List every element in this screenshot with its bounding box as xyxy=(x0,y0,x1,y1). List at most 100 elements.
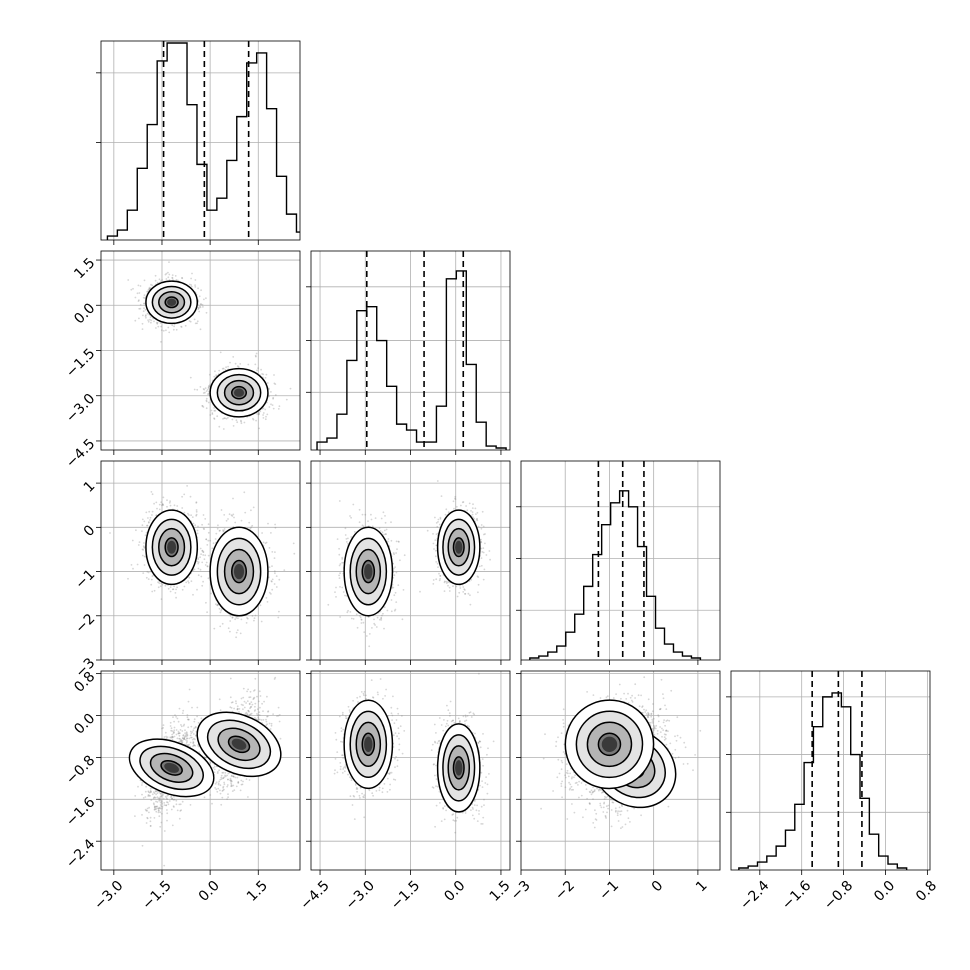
sample-point xyxy=(162,504,165,506)
sample-point xyxy=(157,586,160,589)
sample-point xyxy=(255,419,257,422)
sample-point xyxy=(186,485,189,487)
sample-point xyxy=(230,514,233,517)
sample-point xyxy=(270,403,272,406)
sample-point xyxy=(141,554,144,557)
sample-point xyxy=(183,585,186,588)
sample-point xyxy=(188,283,191,286)
sample-point xyxy=(197,567,200,570)
sample-point xyxy=(199,556,202,559)
sample-point xyxy=(218,607,221,610)
sample-point xyxy=(346,611,349,614)
sample-point xyxy=(266,601,269,603)
sample-point xyxy=(187,580,190,582)
sample-point xyxy=(219,611,222,614)
y-tick-label: −1 xyxy=(72,567,98,593)
sample-point xyxy=(454,497,456,500)
sample-point xyxy=(237,617,239,620)
sample-point xyxy=(383,533,385,536)
sample-point xyxy=(214,409,217,412)
sample-point xyxy=(144,297,146,299)
sample-point xyxy=(188,514,190,516)
sample-point xyxy=(403,554,406,557)
sample-point xyxy=(361,524,364,527)
sample-point xyxy=(338,547,340,550)
sample-point xyxy=(142,314,144,317)
sample-point xyxy=(196,320,199,323)
sample-point xyxy=(466,509,469,512)
sample-point xyxy=(158,503,161,506)
sample-point xyxy=(205,390,208,392)
sample-point xyxy=(142,572,145,574)
sample-point xyxy=(229,630,231,633)
sample-point xyxy=(249,527,252,530)
contour-line xyxy=(158,527,186,567)
sample-point xyxy=(386,609,389,612)
sample-point xyxy=(275,575,278,577)
sample-point xyxy=(168,501,171,504)
sample-point xyxy=(181,495,184,498)
sample-point xyxy=(139,304,142,306)
sample-point xyxy=(145,576,148,579)
sample-point xyxy=(199,303,202,306)
sample-point xyxy=(154,274,157,277)
sample-point xyxy=(184,324,187,327)
y-tick-label: −4.5 xyxy=(63,436,98,471)
sample-point xyxy=(149,516,152,519)
sample-point xyxy=(141,530,143,533)
contour-core xyxy=(233,563,245,580)
sample-point xyxy=(202,551,205,553)
sample-point xyxy=(160,341,162,343)
sample-point xyxy=(197,558,200,561)
contour-line xyxy=(158,290,186,314)
sample-point xyxy=(143,520,146,523)
sample-point xyxy=(462,591,465,593)
sample-point xyxy=(191,272,193,275)
sample-point xyxy=(201,561,204,564)
sample-point xyxy=(268,566,271,569)
sample-point xyxy=(460,504,462,507)
sample-point xyxy=(158,278,161,281)
sample-point xyxy=(201,523,204,526)
sample-point xyxy=(195,509,198,511)
sample-point xyxy=(480,557,483,559)
sample-point xyxy=(207,392,210,395)
sample-point xyxy=(164,584,167,587)
sample-point xyxy=(195,514,198,517)
sample-point xyxy=(214,538,217,540)
sample-point xyxy=(153,502,156,505)
sample-point xyxy=(221,367,224,370)
sample-point xyxy=(392,586,395,589)
sample-point xyxy=(142,296,145,299)
sample-point xyxy=(194,279,197,281)
panel-frame xyxy=(100,40,301,241)
sample-point xyxy=(231,515,234,517)
sample-point xyxy=(205,311,208,314)
sample-point xyxy=(390,610,393,613)
sample-point xyxy=(196,560,199,563)
sample-point xyxy=(234,618,237,621)
sample-point xyxy=(167,276,170,279)
sample-point xyxy=(347,609,349,612)
sample-point xyxy=(480,538,482,541)
sample-point xyxy=(193,318,196,321)
sample-point xyxy=(240,618,243,621)
sample-point xyxy=(143,279,146,282)
sample-point xyxy=(213,407,216,409)
sample-point xyxy=(127,279,130,281)
sample-point xyxy=(199,306,202,309)
sample-point xyxy=(264,408,267,411)
sample-point xyxy=(277,616,280,619)
sample-point xyxy=(144,315,147,318)
sample-point xyxy=(477,576,480,578)
sample-point xyxy=(338,500,341,502)
sample-point xyxy=(139,285,142,287)
sample-point xyxy=(141,548,144,551)
sample-point xyxy=(239,632,242,635)
sample-point xyxy=(223,529,225,532)
sample-point xyxy=(334,591,336,593)
sample-point xyxy=(149,316,152,319)
sample-point xyxy=(454,495,457,498)
sample-point xyxy=(187,581,190,584)
